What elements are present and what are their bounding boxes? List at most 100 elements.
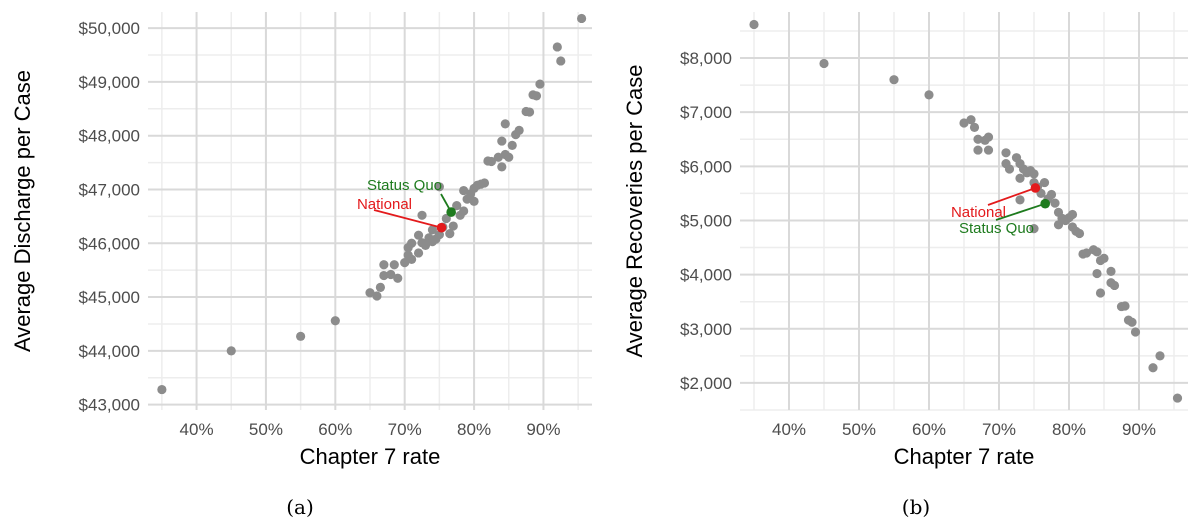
grid	[148, 12, 592, 410]
data-point	[1046, 189, 1057, 200]
data-points	[157, 13, 587, 395]
data-point	[1092, 247, 1102, 257]
data-point	[427, 225, 438, 235]
data-point	[1001, 148, 1011, 158]
data-point	[514, 125, 524, 135]
highlight-point	[1030, 183, 1041, 193]
data-point	[434, 182, 444, 192]
x-tick-label: 90%	[1122, 420, 1156, 439]
data-point	[157, 384, 167, 395]
data-point	[819, 58, 829, 69]
data-point	[969, 122, 980, 132]
data-point	[966, 115, 976, 125]
data-point	[1029, 169, 1039, 179]
data-point	[1092, 268, 1102, 279]
data-point	[330, 316, 340, 326]
data-point	[507, 140, 517, 150]
y-tick-label: $45,000	[79, 288, 140, 307]
data-point	[413, 248, 424, 258]
annotation-label: National	[357, 196, 412, 213]
highlight-point	[436, 222, 447, 233]
data-point	[1099, 253, 1109, 263]
data-point	[1109, 280, 1120, 291]
data-point	[1148, 363, 1158, 373]
panel-caption: (a)	[286, 495, 314, 519]
x-axis-title: Chapter 7 rate	[300, 444, 441, 469]
data-point	[459, 206, 469, 216]
data-point	[497, 162, 507, 172]
data-point	[959, 118, 969, 128]
data-point	[1120, 301, 1130, 311]
annotation-label: Status Quo	[959, 220, 1034, 237]
data-point	[226, 346, 236, 356]
data-point	[524, 107, 535, 117]
data-point	[552, 42, 562, 52]
data-point	[400, 258, 410, 268]
y-tick-label: $43,000	[79, 396, 140, 415]
data-point	[413, 230, 424, 240]
data-point	[420, 240, 431, 251]
data-point	[983, 145, 994, 155]
y-tick-label: $3,000	[680, 320, 732, 339]
data-points	[749, 19, 1183, 403]
data-point	[1095, 288, 1106, 298]
data-point	[393, 273, 403, 283]
data-point	[365, 288, 375, 298]
y-axis-title: Average Discharge per Case	[10, 70, 35, 352]
grid	[740, 12, 1188, 411]
data-point	[296, 331, 306, 341]
y-tick-label: $8,000	[680, 49, 732, 68]
data-point	[973, 134, 983, 144]
data-point	[497, 136, 507, 146]
data-point	[556, 56, 566, 66]
y-tick-label: $4,000	[680, 266, 732, 285]
y-tick-label: $2,000	[680, 374, 732, 393]
data-point	[1155, 351, 1165, 361]
data-point	[1127, 317, 1137, 327]
data-point	[379, 270, 389, 281]
y-tick-label: $5,000	[680, 211, 732, 230]
data-point	[1172, 393, 1183, 403]
data-point	[452, 201, 462, 211]
data-point	[459, 185, 469, 196]
data-point	[504, 152, 514, 162]
data-point	[445, 228, 455, 239]
data-point	[1081, 248, 1092, 258]
x-tick-label: 70%	[388, 420, 422, 439]
x-tick-label: 50%	[249, 420, 283, 439]
annotation-label: Status Quo	[367, 177, 442, 194]
data-point	[1074, 228, 1085, 239]
x-tick-label: 80%	[457, 420, 491, 439]
x-tick-label: 90%	[526, 420, 560, 439]
data-point	[576, 13, 587, 24]
x-tick-label: 40%	[180, 420, 214, 439]
data-point	[1015, 173, 1025, 183]
y-tick-label: $6,000	[680, 157, 732, 176]
data-point	[448, 221, 458, 231]
data-point	[389, 260, 399, 270]
data-point	[1130, 327, 1141, 337]
chart-panel-b: 40% 50% 60% 70% 80% 90% $2,000 $3,000 $4,000 $5,0…	[622, 12, 1188, 519]
y-tick-label: $44,000	[79, 342, 140, 361]
annotation-label: National	[951, 204, 1006, 221]
data-point	[531, 91, 542, 101]
data-point	[1004, 164, 1015, 174]
data-point	[407, 254, 417, 265]
data-point	[1039, 177, 1050, 188]
x-tick-label: 60%	[912, 420, 946, 439]
data-point	[469, 196, 479, 206]
x-tick-label: 80%	[1052, 420, 1086, 439]
highlight-point	[446, 207, 456, 217]
highlight-point	[1040, 198, 1050, 209]
y-tick-label: $7,000	[680, 103, 732, 122]
data-point	[386, 269, 396, 280]
data-point	[983, 132, 994, 142]
y-tick-label: $47,000	[79, 180, 140, 199]
data-point	[1050, 198, 1060, 208]
data-point	[486, 156, 497, 167]
x-tick-label: 50%	[842, 420, 876, 439]
y-tick-label: $46,000	[79, 234, 140, 253]
annotation-line	[995, 202, 1046, 221]
data-point	[535, 79, 545, 89]
